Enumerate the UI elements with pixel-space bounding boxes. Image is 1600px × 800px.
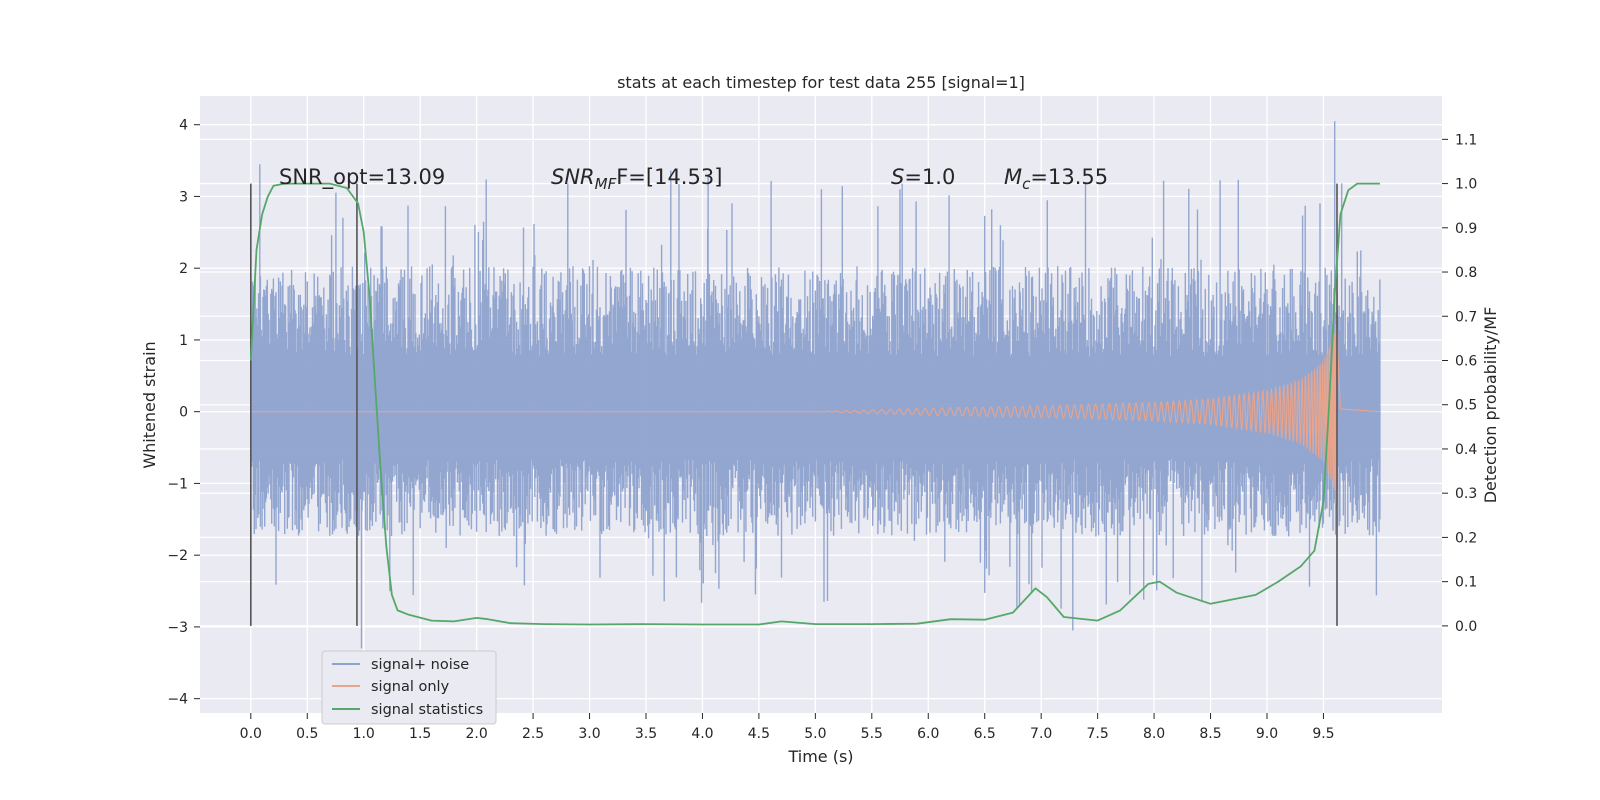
x-tick-label: 9.0 <box>1256 726 1278 742</box>
annotation-mc-base: M <box>1004 165 1022 189</box>
x-tick-label: 3.5 <box>635 726 657 742</box>
series-signal-only <box>250 315 1380 505</box>
y-tick-label: 2 <box>179 261 188 277</box>
y-tick-label: 1 <box>179 333 188 349</box>
axis-ticks: 1.1 1.0 0.9 0.8 0.7 0.6 0.5 0.4 0.3 0.2 0.1 0.0 0.0 0… <box>167 118 1477 742</box>
y2-tick-label: 0.2 <box>1455 530 1477 546</box>
x-tick-label: 0.5 <box>296 726 318 742</box>
x-tick-label: 2.0 <box>465 726 487 742</box>
annotation-mc-sub: c <box>1022 175 1031 193</box>
y-tick-label: −1 <box>167 476 188 492</box>
annotation-snr-mf: SNRMFF=[14.53] <box>551 165 722 193</box>
x-tick-label: 9.5 <box>1312 726 1334 742</box>
y2-tick-label: 0.6 <box>1455 353 1477 369</box>
annotation-snr-mf-base: SNR <box>551 165 595 189</box>
annotation-s-name: S <box>891 165 904 189</box>
series-signal-statistics <box>249 182 1380 626</box>
annotation-snr-mf-sub: MF <box>595 175 617 193</box>
annotation-snr-mf-tail: F=[14.53] <box>616 165 722 189</box>
x-tick-label: 7.5 <box>1086 726 1108 742</box>
x-tick-label: 1.0 <box>353 726 375 742</box>
x-tick-label: 4.0 <box>691 726 713 742</box>
y-axis-title: Whitened strain <box>140 341 159 468</box>
y-tick-label: 4 <box>179 118 188 134</box>
chart-title: stats at each timestep for test data 255… <box>617 73 1025 92</box>
annotation-mc: Mc=13.55 <box>1004 165 1108 193</box>
x-tick-label: 5.0 <box>804 726 826 742</box>
annotation-snr-opt: SNR_opt=13.09 <box>279 165 445 190</box>
x-tick-label: 7.0 <box>1030 726 1052 742</box>
x-tick-label: 8.5 <box>1199 726 1221 742</box>
legend-label-signal-only: signal only <box>371 679 450 695</box>
y-tick-label: −4 <box>167 692 188 708</box>
x-axis-title: Time (s) <box>787 747 853 766</box>
y2-tick-label: 0.0 <box>1455 619 1477 635</box>
annotation-s-value: =1.0 <box>904 165 955 189</box>
signal-statistics-line <box>249 182 1380 626</box>
y-tick-label: −3 <box>167 620 188 636</box>
x-tick-label: 6.5 <box>974 726 996 742</box>
legend-box <box>321 650 497 725</box>
y-tick-label: 3 <box>179 189 188 205</box>
x-tick-label: 0.0 <box>240 726 262 742</box>
x-tick-label: 2.5 <box>522 726 544 742</box>
y2-tick-label: 0.8 <box>1455 265 1477 281</box>
y2-axis-title: Detection probability/MF <box>1481 307 1500 504</box>
y2-tick-label: 0.5 <box>1455 398 1477 414</box>
x-tick-label: 3.0 <box>578 726 600 742</box>
x-tick-label: 4.5 <box>748 726 770 742</box>
x-tick-label: 1.5 <box>409 726 431 742</box>
y-tick-label: −2 <box>167 548 188 564</box>
annotation-mc-value: =13.55 <box>1030 165 1108 189</box>
y2-tick-label: 1.0 <box>1455 177 1477 193</box>
y2-tick-label: 0.7 <box>1455 309 1477 325</box>
legend-label-signal-noise: signal+ noise <box>371 657 469 673</box>
x-tick-label: 6.0 <box>917 726 939 742</box>
y2-tick-label: 0.9 <box>1455 221 1477 237</box>
x-tick-label: 8.0 <box>1143 726 1165 742</box>
legend-label-signal-statistics: signal statistics <box>371 702 483 718</box>
x-tick-label: 5.5 <box>861 726 883 742</box>
annotation-s: S=1.0 <box>891 165 955 189</box>
legend: signal+ noise signal only signal statist… <box>321 650 497 725</box>
y-tick-label: 0 <box>179 405 188 421</box>
y2-tick-label: 1.1 <box>1455 132 1477 148</box>
y2-tick-label: 0.1 <box>1455 575 1477 591</box>
signal-only-line <box>250 315 1380 505</box>
y2-tick-label: 0.4 <box>1455 442 1477 458</box>
y2-tick-label: 0.3 <box>1455 486 1477 502</box>
